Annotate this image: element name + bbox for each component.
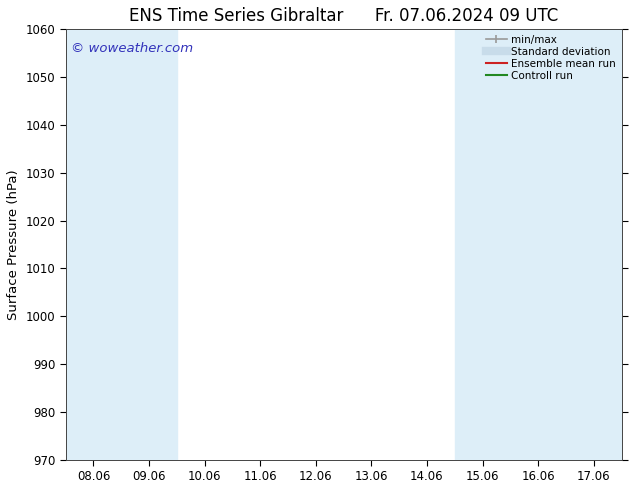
Bar: [566, 29, 621, 460]
Title: ENS Time Series Gibraltar      Fr. 07.06.2024 09 UTC: ENS Time Series Gibraltar Fr. 07.06.2024…: [129, 7, 558, 25]
Bar: [66, 29, 121, 460]
Bar: [455, 29, 510, 460]
Text: © woweather.com: © woweather.com: [71, 42, 193, 55]
Legend: min/max, Standard deviation, Ensemble mean run, Controll run: min/max, Standard deviation, Ensemble me…: [484, 32, 618, 83]
Bar: [510, 29, 566, 460]
Y-axis label: Surface Pressure (hPa): Surface Pressure (hPa): [7, 169, 20, 320]
Bar: [121, 29, 177, 460]
